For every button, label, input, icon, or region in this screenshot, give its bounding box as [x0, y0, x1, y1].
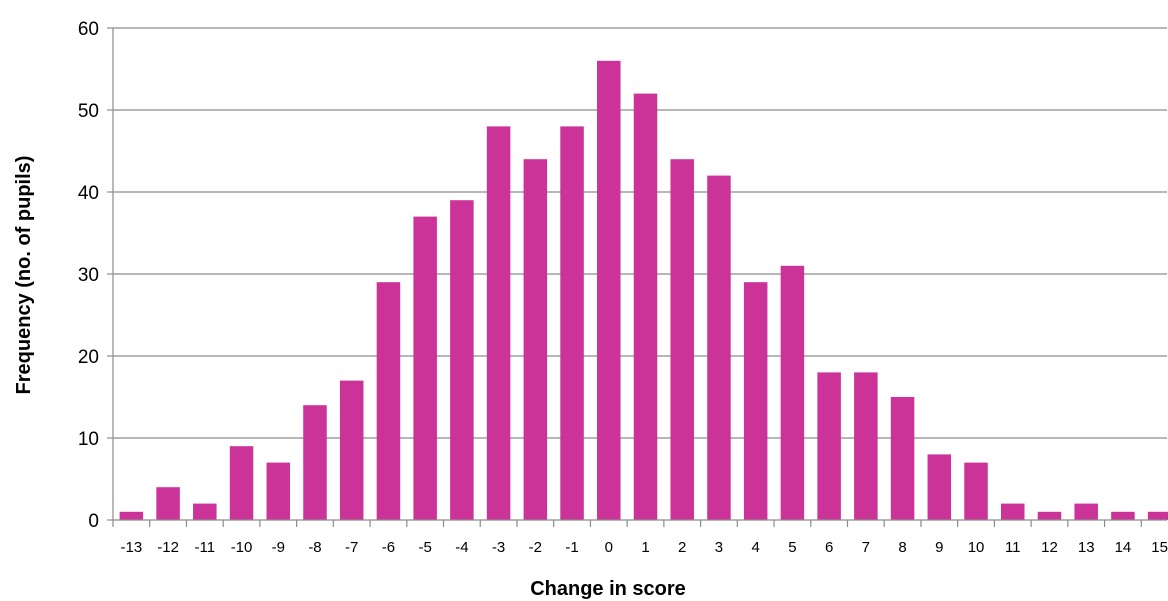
- y-axis-title: Frequency (no. of pupils): [13, 156, 35, 395]
- x-tick-label: -12: [157, 539, 179, 556]
- x-tick-label: 2: [678, 539, 686, 556]
- bar-10: [964, 462, 988, 520]
- bar--1: [560, 126, 584, 521]
- bar-11: [1001, 503, 1025, 520]
- x-tick-label: -13: [121, 539, 143, 556]
- x-tick-label: 15: [1151, 539, 1168, 556]
- x-tick-label: -1: [565, 539, 578, 556]
- x-tick-label: 14: [1115, 539, 1132, 556]
- x-tick-label: -7: [345, 539, 358, 556]
- y-tick-label: 60: [78, 19, 99, 40]
- x-tick-label: -6: [382, 539, 395, 556]
- bar-6: [817, 372, 841, 520]
- x-tick-label: 1: [641, 539, 649, 556]
- x-axis-title: Change in score: [530, 578, 686, 600]
- bar--6: [376, 282, 401, 520]
- x-tick-label: 12: [1041, 539, 1058, 556]
- bar-9: [927, 454, 952, 520]
- bar-14: [1111, 511, 1135, 520]
- bars: [119, 60, 1168, 521]
- bar--2: [523, 159, 548, 520]
- bar--12: [156, 487, 180, 520]
- y-tick-label: 30: [78, 265, 99, 286]
- x-tick-label: -9: [272, 539, 285, 556]
- x-tick-label: 9: [935, 539, 943, 556]
- bar--10: [229, 446, 254, 520]
- x-tick-label: 3: [715, 539, 723, 556]
- bar--4: [450, 200, 474, 520]
- x-tick-label: 0: [605, 539, 613, 556]
- x-tick-label: -5: [418, 539, 431, 556]
- x-tick-label: -3: [492, 539, 505, 556]
- y-tick-label: 0: [88, 511, 99, 532]
- bar-4: [743, 282, 768, 520]
- bar--11: [193, 503, 217, 520]
- x-tick-label: 5: [788, 539, 796, 556]
- bar--7: [339, 380, 364, 520]
- bar-7: [854, 372, 878, 520]
- bar-8: [890, 397, 915, 520]
- x-tick-label: 6: [825, 539, 833, 556]
- bar--9: [266, 462, 291, 520]
- x-tick-label: -11: [195, 539, 216, 556]
- bar--8: [303, 405, 327, 520]
- y-tick-label: 40: [78, 183, 99, 204]
- x-tick-label: 4: [752, 539, 760, 556]
- axes: [107, 27, 1167, 527]
- bar--13: [119, 511, 144, 520]
- x-tick-label: 13: [1078, 539, 1095, 556]
- y-tick-label: 50: [78, 101, 99, 122]
- bar-0: [597, 60, 621, 521]
- x-tick-label: 7: [862, 539, 870, 556]
- bar-2: [670, 159, 694, 520]
- bar-1: [633, 93, 658, 520]
- x-tick-label: -2: [529, 539, 542, 556]
- bar--5: [413, 216, 437, 520]
- bar--3: [486, 126, 511, 521]
- bar-12: [1037, 511, 1062, 520]
- bar-15: [1147, 511, 1168, 520]
- x-tick-label: 10: [968, 539, 985, 556]
- x-tick-label: 8: [898, 539, 906, 556]
- x-tick-label: -10: [231, 539, 253, 556]
- bar-13: [1074, 503, 1098, 520]
- x-tick-label: -4: [455, 539, 468, 556]
- x-tick-label: 11: [1005, 539, 1021, 556]
- y-tick-label: 10: [78, 429, 99, 450]
- y-tick-label: 20: [78, 347, 99, 368]
- x-tick-label: -8: [308, 539, 321, 556]
- bar-3: [707, 175, 731, 520]
- bar-5: [780, 265, 805, 520]
